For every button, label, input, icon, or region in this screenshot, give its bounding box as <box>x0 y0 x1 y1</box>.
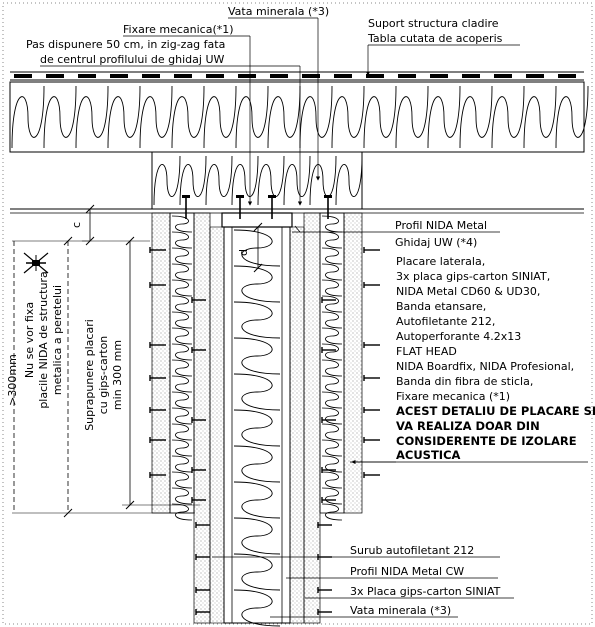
placare-line: Placare laterala, <box>396 255 485 268</box>
no-screw-icon <box>23 252 49 274</box>
dimensions: c d <box>12 204 263 518</box>
central-wall <box>209 226 305 627</box>
placare-line: Autoperforante 4.2x13 <box>396 330 521 343</box>
acest-detaliu-line: ACEST DETALIU DE PLACARE SE <box>396 404 595 418</box>
fixare-mecanica-top-label: Fixare mecanica(*1) <box>123 23 234 36</box>
nu-se-vor-note: Nu se vor fixa placile NIDA de structura… <box>23 271 64 408</box>
suprapunere-note: Suprapunere placari cu gips-carton min 3… <box>83 319 124 431</box>
suport-line2: Tabla cutata de acoperis <box>367 32 503 45</box>
svg-text:placile NIDA de structura: placile NIDA de structura <box>37 271 50 408</box>
pas-dispunere-line2: de centrul profilului de ghidaj UW <box>40 53 225 66</box>
vata-bottom-label: Vata minerala (*3) <box>350 604 451 617</box>
right-lateral-plating <box>303 212 363 624</box>
left-lateral-plating <box>151 212 211 624</box>
profil-nida-label: Profil NIDA Metal <box>395 219 487 232</box>
svg-text:Nu se vor fixa: Nu se vor fixa <box>23 302 36 378</box>
dim-c-label: c <box>70 222 83 228</box>
placare-line: NIDA Boardfix, NIDA Profesional, <box>396 360 574 373</box>
dim-d-label: d <box>237 249 250 256</box>
top-annotations: Vata minerala (*3) Fixare mecanica(*1) P… <box>26 5 520 206</box>
placare-line: Banda etansare, <box>396 300 486 313</box>
placare-line: Fixare mecanica (*1) <box>396 390 510 403</box>
acest-detaliu-line: VA REALIZA DOAR DIN <box>396 419 540 433</box>
placare-line: FLAT HEAD <box>396 345 457 358</box>
placa-3x-label: 3x Placa gips-carton SINIAT <box>350 585 501 598</box>
surub-label: Surub autofiletant 212 <box>350 544 474 557</box>
placare-line: NIDA Metal CD60 & UD30, <box>396 285 540 298</box>
svg-text:cu gips-carton: cu gips-carton <box>97 336 110 415</box>
svg-text:min 300 mm: min 300 mm <box>111 340 124 410</box>
vata-minerala-top-label: Vata minerala (*3) <box>228 5 329 18</box>
suport-line1: Suport structura cladire <box>368 17 499 30</box>
svg-text:metalica a peretelui: metalica a peretelui <box>51 285 64 395</box>
acest-detaliu-line: ACUSTICA <box>396 448 461 462</box>
min-300-label: >300mm <box>6 354 19 406</box>
pas-dispunere-line1: Pas dispunere 50 cm, in zig-zag fata <box>26 38 225 51</box>
placare-line: 3x placa gips-carton SINIAT, <box>396 270 550 283</box>
uw-guide-profile <box>221 212 293 228</box>
roof-sheet <box>10 71 584 81</box>
svg-text:Suprapunere placari: Suprapunere placari <box>83 319 96 431</box>
roof-insulation-layer <box>9 81 589 153</box>
ghidaj-uw-label: Ghidaj UW (*4) <box>395 236 477 249</box>
acest-detaliu-line: CONSIDERENTE DE IZOLARE <box>396 434 577 448</box>
profil-cw-label: Profil NIDA Metal CW <box>350 565 464 578</box>
placare-line: Autofiletante 212, <box>396 315 495 328</box>
ceiling-insulation-block <box>10 151 584 214</box>
screws-group <box>149 195 380 615</box>
right-annotations: Profil NIDA Metal Ghidaj UW (*4) Placare… <box>212 219 595 618</box>
placare-line: Banda din fibra de sticla, <box>396 375 533 388</box>
